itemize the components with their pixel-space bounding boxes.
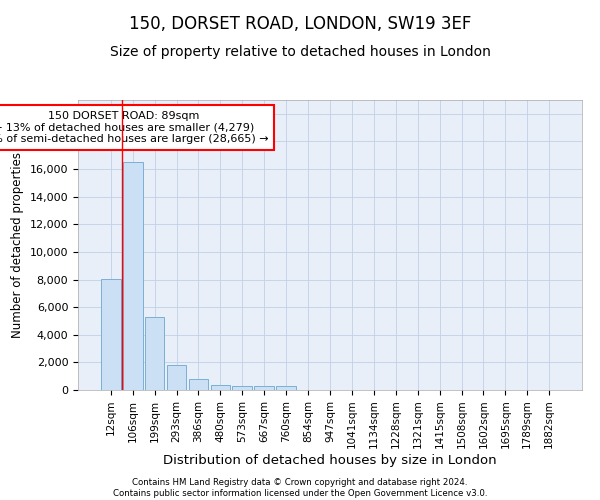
Text: 150 DORSET ROAD: 89sqm
← 13% of detached houses are smaller (4,279)
87% of semi-: 150 DORSET ROAD: 89sqm ← 13% of detached… [0,111,269,144]
Text: Contains HM Land Registry data © Crown copyright and database right 2024.
Contai: Contains HM Land Registry data © Crown c… [113,478,487,498]
Bar [145,317,164,390]
Bar [211,385,230,390]
Bar [167,365,187,390]
X-axis label: Distribution of detached houses by size in London: Distribution of detached houses by size … [163,454,497,467]
Bar [123,162,143,390]
Bar [101,279,121,390]
Bar [188,379,208,390]
Bar [276,386,296,390]
Text: 150, DORSET ROAD, LONDON, SW19 3EF: 150, DORSET ROAD, LONDON, SW19 3EF [129,15,471,33]
Bar [254,386,274,390]
Y-axis label: Number of detached properties: Number of detached properties [11,152,24,338]
Text: Size of property relative to detached houses in London: Size of property relative to detached ho… [110,45,490,59]
Bar [232,386,252,390]
